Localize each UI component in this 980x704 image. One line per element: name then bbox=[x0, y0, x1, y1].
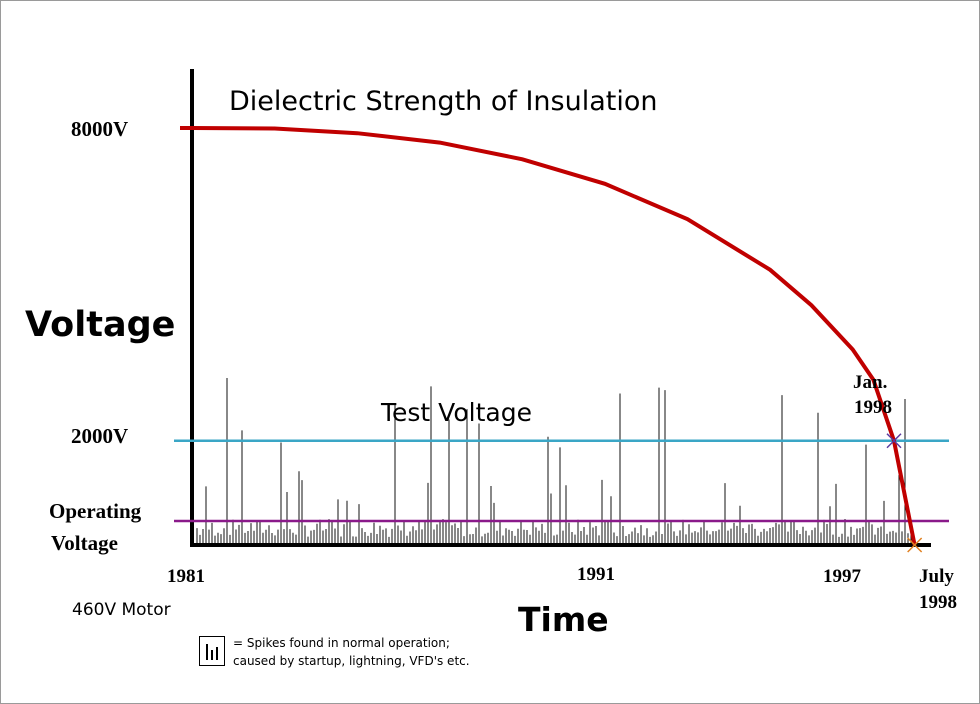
y-axis-label: Voltage bbox=[25, 305, 175, 345]
spikes-legend-line-2: caused by startup, lightning, VFD's etc. bbox=[233, 654, 470, 668]
x-end-label-july: July bbox=[919, 566, 954, 587]
motor-caption: 460V Motor bbox=[72, 600, 171, 620]
spikes-legend-line-1: = Spikes found in normal operation; bbox=[233, 636, 450, 650]
chart-title: Dielectric Strength of Insulation bbox=[229, 86, 657, 117]
july-1998-marker bbox=[907, 537, 923, 553]
test-voltage-label: Test Voltage bbox=[380, 398, 532, 427]
spikes-legend-text: = Spikes found in normal operation; caus… bbox=[233, 634, 503, 670]
annotation-jan: Jan. bbox=[853, 372, 887, 393]
jan-1998-marker bbox=[886, 433, 902, 449]
y-tick-label-operating: Operating bbox=[49, 499, 142, 523]
annotation-1998: 1998 bbox=[854, 397, 892, 418]
x-tick-label-1997: 1997 bbox=[823, 566, 862, 587]
x-axis-label: Time bbox=[518, 600, 609, 639]
dielectric-strength-curve bbox=[180, 126, 917, 546]
spikes-legend: = Spikes found in normal operation; caus… bbox=[199, 634, 499, 674]
spikes-icon bbox=[199, 636, 225, 666]
x-tick-label-1981: 1981 bbox=[167, 566, 205, 587]
y-tick-label-operating-voltage: Voltage bbox=[51, 531, 118, 555]
x-end-label-1998: 1998 bbox=[919, 592, 957, 613]
y-tick-label-2000v: 2000V bbox=[71, 424, 128, 448]
y-tick-label-8000v: 8000V bbox=[71, 117, 128, 141]
x-tick-label-1991: 1991 bbox=[577, 564, 615, 585]
